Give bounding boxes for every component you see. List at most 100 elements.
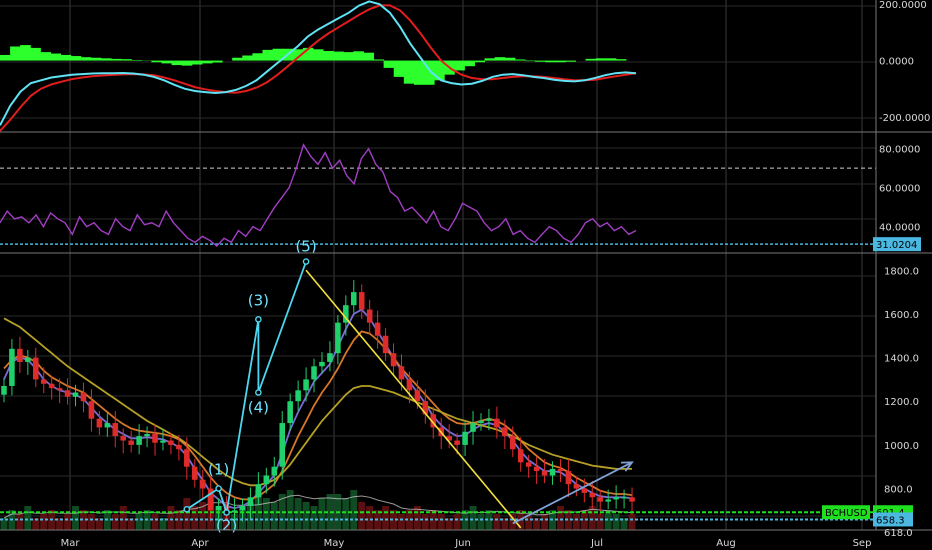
- elliott-wave[interactable]: (1) (2) (3) (4) (5): [183, 238, 317, 535]
- candle-body: [366, 309, 373, 323]
- candle-body: [406, 379, 413, 391]
- rsi-axis-label: 80.0000: [879, 145, 920, 156]
- macd-histogram-bar: [424, 60, 435, 85]
- macd-histogram-bar: [333, 51, 344, 61]
- volume-bar: [390, 510, 397, 530]
- wave-label: (4): [248, 399, 269, 417]
- volume-bar: [127, 518, 135, 530]
- candle-body: [176, 444, 182, 450]
- volume-bar: [453, 514, 461, 530]
- candle-body: [80, 392, 87, 402]
- macd-histogram-bar: [514, 59, 526, 61]
- volume-bar: [564, 510, 572, 530]
- axis-tags: 31.0204 BCHUSD 691.4 658.3 618.0: [822, 237, 921, 539]
- candle-body: [184, 449, 190, 467]
- candle-body: [33, 357, 39, 380]
- rsi-axis-label: 60.0000: [879, 184, 920, 195]
- macd-histogram-bar: [545, 60, 556, 63]
- volume-bar: [398, 514, 405, 530]
- time-axis-label: Jun: [454, 538, 471, 549]
- rsi-panel[interactable]: [0, 143, 876, 248]
- candle-body: [72, 392, 79, 397]
- time-axis-label: Apr: [191, 538, 209, 549]
- macd-histogram-bar: [413, 60, 425, 85]
- macd-histogram-bar: [302, 47, 314, 61]
- moving-averages: [3, 308, 633, 510]
- candle-body: [517, 449, 524, 463]
- candle-body: [96, 418, 103, 428]
- macd-histogram-bar: [312, 49, 324, 61]
- price-axis[interactable]: 200.0000 0.0000 -200.0000 80.0000 60.0000 40.…: [879, 0, 930, 495]
- wave-label: (1): [208, 461, 229, 479]
- macd-histogram-bar: [615, 59, 627, 61]
- candle-body: [247, 497, 254, 506]
- candle-body: [446, 436, 452, 441]
- time-axis[interactable]: Mar Apr May Jun Jul Aug Sep: [61, 538, 872, 549]
- volume-bar: [557, 506, 564, 530]
- forecast-arrow[interactable]: [512, 461, 634, 525]
- macd-histogram-bar: [80, 57, 92, 61]
- symbol-tag: [822, 505, 870, 520]
- volume-bar: [159, 518, 167, 530]
- wave-path: [186, 261, 307, 513]
- macd-histogram-bar: [292, 49, 304, 61]
- macd-histogram-bar: [585, 58, 597, 61]
- macd-histogram-bar: [403, 60, 415, 84]
- rsi-value-label: 31.0204: [876, 240, 917, 251]
- time-axis-label: Aug: [716, 538, 736, 549]
- candle-body: [255, 484, 262, 498]
- candle-body: [295, 390, 301, 402]
- candle-body: [454, 440, 460, 445]
- candle-body: [541, 471, 548, 476]
- forecast-arrow-head: [621, 461, 634, 472]
- macd-histogram-bar: [272, 48, 284, 61]
- volume-bar: [318, 498, 326, 530]
- volume-bar: [580, 510, 588, 530]
- volume-bar: [0, 518, 8, 530]
- candle-body: [422, 401, 429, 415]
- price-panel[interactable]: (1) (2) (3) (4) (5): [0, 238, 876, 535]
- volume-bar: [525, 514, 533, 530]
- volume-bar: [64, 514, 72, 530]
- macd-panel[interactable]: [0, 0, 637, 132]
- candle-body: [17, 348, 23, 362]
- candle-body: [1, 385, 7, 395]
- macd-histogram: [0, 45, 627, 85]
- macd-histogram-bar: [504, 57, 516, 61]
- volume-bar: [350, 490, 358, 530]
- macd-histogram-bar: [90, 57, 102, 61]
- rsi-line: [0, 143, 637, 248]
- trendline[interactable]: [305, 269, 522, 529]
- volume-bar: [95, 518, 103, 530]
- candle-body: [510, 436, 516, 450]
- macd-histogram-bar: [524, 60, 536, 62]
- volume-bar: [477, 514, 485, 530]
- volume-bar: [183, 498, 191, 530]
- volume-bar: [199, 502, 207, 530]
- macd-histogram-bar: [70, 56, 82, 61]
- candle-body: [494, 418, 500, 428]
- candle-body: [390, 353, 397, 367]
- candle-body: [263, 475, 270, 485]
- macd-histogram-bar: [484, 58, 496, 61]
- candle-body: [629, 497, 635, 502]
- candle-body: [597, 497, 603, 502]
- volume-bar: [588, 506, 596, 530]
- volume-bar: [533, 518, 541, 530]
- moving-average-ma_fast: [3, 308, 633, 510]
- candle-body: [502, 427, 508, 437]
- volume-bar: [32, 518, 40, 530]
- candle-body: [398, 366, 405, 380]
- candle-body: [573, 484, 580, 489]
- macd-histogram-bar: [565, 60, 576, 62]
- candle-body: [581, 488, 588, 493]
- candle-body: [525, 462, 532, 467]
- moving-average-ma_slow: [3, 317, 632, 487]
- candle-body: [192, 466, 198, 480]
- macd-histogram-bar: [151, 60, 163, 63]
- volume-bar: [294, 498, 302, 530]
- volume-bar: [485, 510, 493, 530]
- candle-body: [215, 505, 222, 511]
- macd-histogram-bar: [555, 60, 566, 63]
